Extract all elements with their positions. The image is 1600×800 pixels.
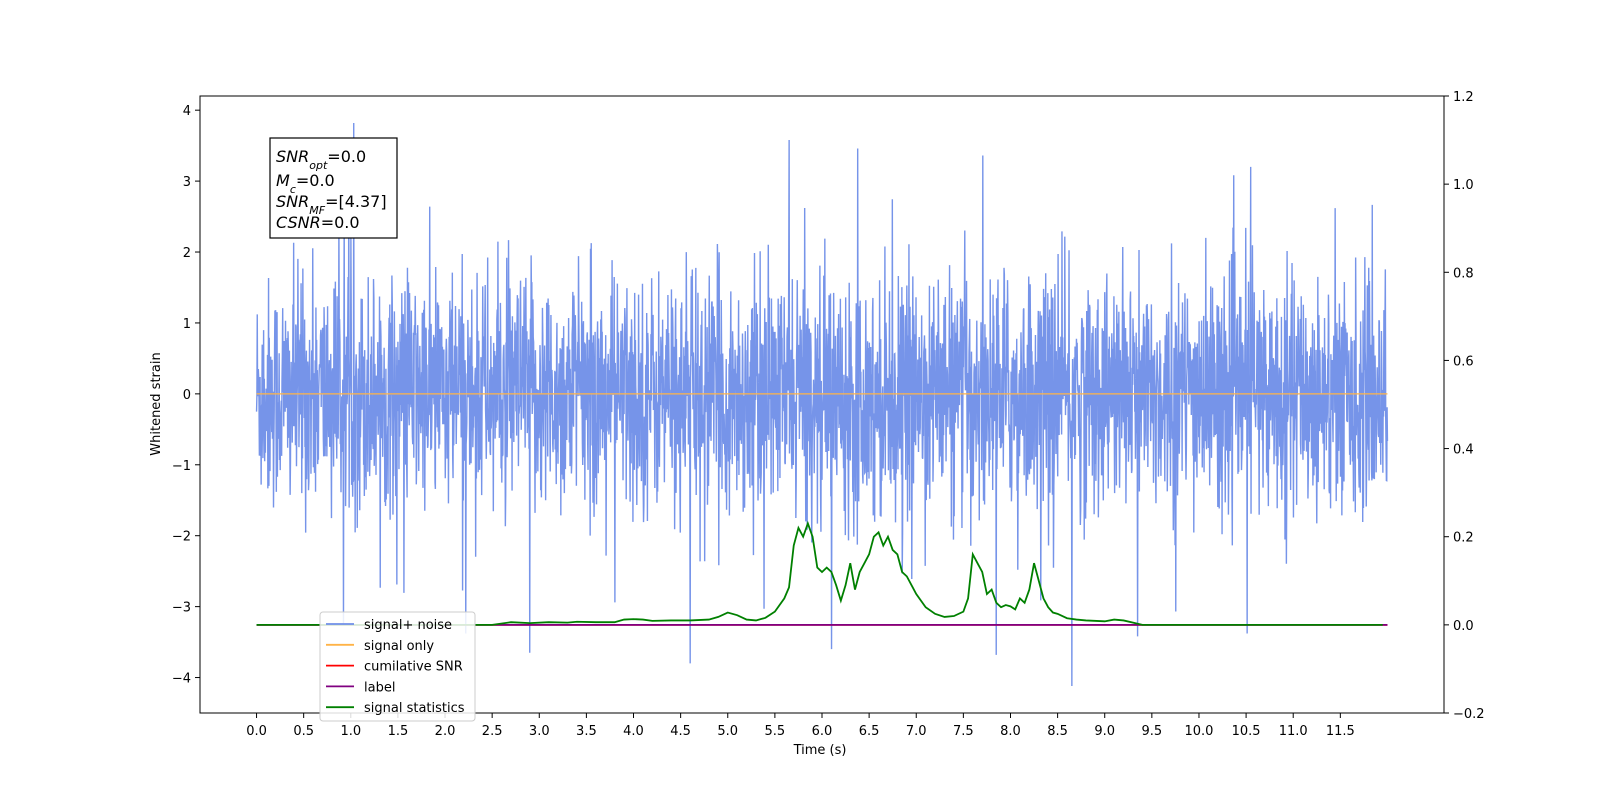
x-tick-label: 5.5: [765, 724, 786, 739]
x-tick-label: 7.5: [953, 724, 974, 739]
y2-tick-label: 0.0: [1453, 619, 1474, 634]
legend-label: cumilative SNR: [364, 660, 463, 675]
y-tick-label: −1: [172, 459, 191, 474]
x-tick-label: 11.0: [1279, 724, 1308, 739]
x-tick-label: 3.5: [576, 724, 597, 739]
x-tick-label: 4.5: [670, 724, 691, 739]
y-tick-label: −4: [172, 672, 191, 687]
x-tick-label: 6.0: [812, 724, 833, 739]
x-tick-label: 0.0: [246, 724, 267, 739]
legend-frame: [319, 611, 476, 722]
x-tick-label: 5.0: [717, 724, 738, 739]
y2-tick-label: 0.4: [1453, 443, 1474, 458]
legend-label: signal statistics: [364, 701, 465, 716]
legend-label: signal+ noise: [364, 618, 452, 633]
x-tick-label: 8.5: [1047, 724, 1068, 739]
series-signal-noise-line: [255, 122, 1389, 687]
y-tick-label: −2: [172, 530, 191, 545]
y2-tick-label: 1.2: [1453, 90, 1474, 105]
annotation-csnr: CSNR=0.0: [276, 213, 360, 232]
x-tick-label: 1.5: [388, 724, 409, 739]
annotation-snr-opt: SNRopt=0.0: [276, 147, 366, 172]
x-tick-label: 10.0: [1184, 724, 1213, 739]
plot-area: [255, 122, 1389, 687]
y2-tick-label: 0.8: [1453, 266, 1474, 281]
x-axis-title: Time (s): [793, 743, 847, 758]
x-tick-label: 8.0: [1000, 724, 1021, 739]
x-tick-label: 10.5: [1232, 724, 1261, 739]
y2-tick-label: 1.0: [1453, 178, 1474, 193]
series-signal-statistics-line: [256, 520, 1383, 626]
x-tick-label: 3.0: [529, 724, 550, 739]
y-axis-title: Whitened strain: [149, 352, 164, 455]
legend-label: signal only: [364, 639, 434, 654]
x-tick-label: 0.5: [293, 724, 314, 739]
legend-label: label: [364, 680, 395, 695]
x-tick-label: 9.0: [1094, 724, 1115, 739]
x-tick-label: 2.5: [482, 724, 503, 739]
y2-tick-label: 0.2: [1453, 531, 1474, 546]
x-tick-label: 6.5: [859, 724, 880, 739]
y-tick-label: 2: [183, 246, 191, 261]
y-tick-label: 4: [183, 104, 191, 119]
x-tick-label: 9.5: [1142, 724, 1163, 739]
y-tick-label: −3: [172, 601, 191, 616]
legend: signal+ noise signal only cumilative SNR la…: [319, 611, 476, 722]
axes: 0.0 0.5 1.0 1.5 2.0 2.5 3.0 3.5 4.0 4.5 5.0 5.5 6.0 6…: [172, 90, 1485, 739]
annotation-chirp-mass: Mc=0.0: [276, 171, 335, 196]
x-tick-label: 4.0: [623, 724, 644, 739]
y-tick-label: 1: [183, 317, 191, 332]
y-tick-label: 3: [183, 175, 191, 190]
x-tick-label: 11.5: [1326, 724, 1355, 739]
x-tick-label: 7.0: [906, 724, 927, 739]
annotation-box: SNRopt=0.0 Mc=0.0 SNRMF=[4.37] CSNR=0.0: [269, 137, 398, 239]
x-tick-label: 1.0: [340, 724, 361, 739]
y2-tick-label: 0.6: [1453, 354, 1474, 369]
annotation-frame: [269, 137, 398, 239]
y-tick-label: 0: [183, 388, 191, 403]
y2-tick-label: −0.2: [1453, 707, 1485, 722]
x-tick-label: 2.0: [435, 724, 456, 739]
annotation-snr-mf: SNRMF=[4.37]: [276, 192, 387, 217]
